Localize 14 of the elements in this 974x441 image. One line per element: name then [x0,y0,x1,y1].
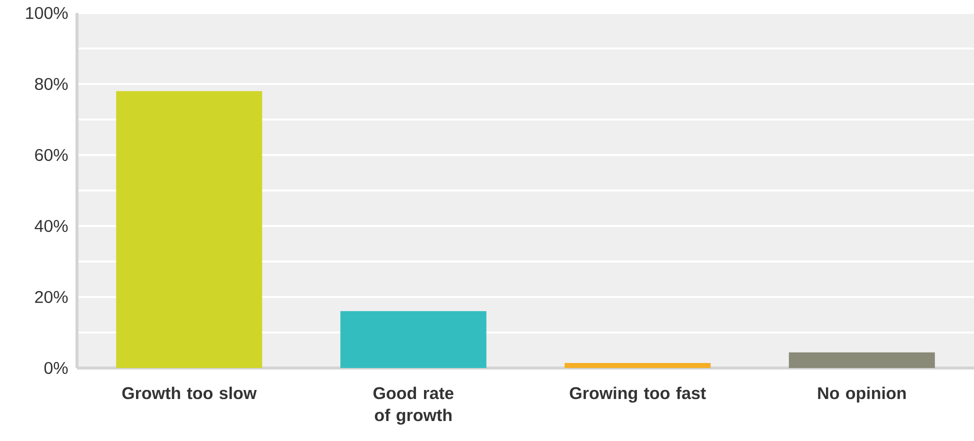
bar [788,352,935,368]
y-tick-label: 60% [35,148,68,162]
x-tick-label: Growing too fast [570,386,706,403]
x-tick-label: Growth too slow [122,386,257,400]
x-tick-label: Good rate of growth [373,386,454,425]
bar [564,363,711,368]
bar [340,311,486,368]
y-tick-label: 40% [34,220,68,232]
x-tick-label: No opinion [818,386,906,403]
y-tick-label: 80% [35,78,68,90]
y-tick-label: 0% [44,362,68,374]
y-tick-label: 100% [26,6,68,20]
y-tick-label: 20% [35,290,68,304]
bar [116,91,262,368]
